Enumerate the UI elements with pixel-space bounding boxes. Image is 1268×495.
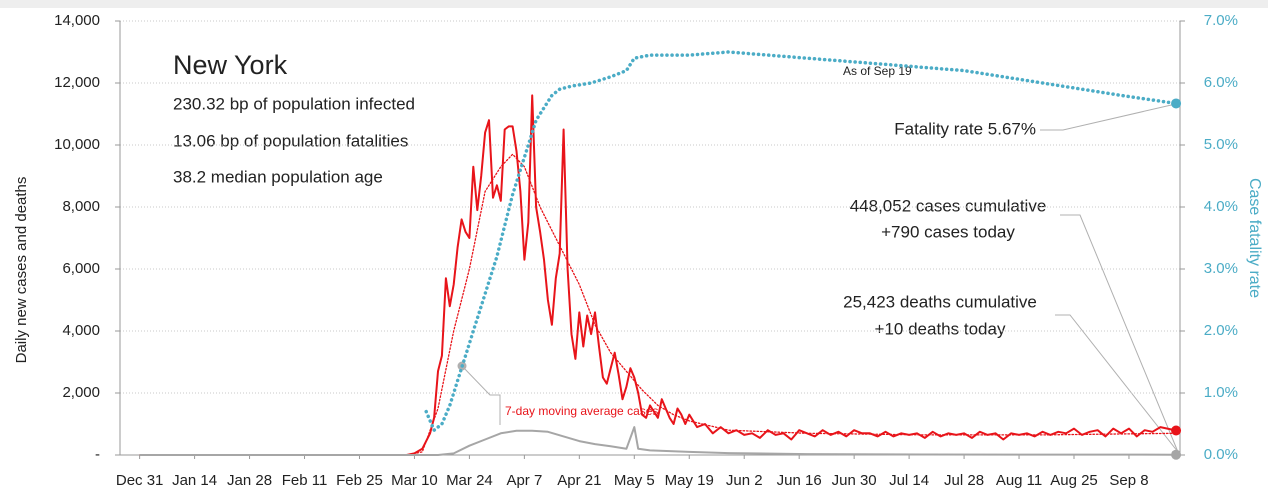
x-tick-label: Dec 31 xyxy=(116,472,164,489)
leader xyxy=(1055,314,1179,453)
state-title: New York xyxy=(173,50,288,80)
y-tick-label: 2,000 xyxy=(62,384,100,401)
note: +10 deaths today xyxy=(875,319,1006,338)
x-tick-label: Aug 25 xyxy=(1050,472,1098,489)
x-tick-label: Jun 30 xyxy=(832,472,877,489)
y-axis-label: Daily new cases and deaths xyxy=(13,177,30,364)
x-tick-label: Mar 10 xyxy=(391,472,438,489)
x-tick-label: Mar 24 xyxy=(446,472,493,489)
x-tick-label: Aug 11 xyxy=(996,472,1042,489)
y-tick-label: 6,000 xyxy=(62,260,100,277)
top-bar xyxy=(0,0,1268,8)
y2-axis-label: Case fatality rate xyxy=(1246,178,1263,298)
y-tick-label: 14,000 xyxy=(54,12,100,29)
note: 25,423 deaths cumulative xyxy=(843,292,1037,311)
x-tick-label: Apr 7 xyxy=(506,472,542,489)
note: 230.32 bp of population infected xyxy=(173,94,415,113)
note: 13.06 bp of population fatalities xyxy=(173,131,408,150)
series-line xyxy=(424,50,1178,432)
x-tick-label: May 5 xyxy=(614,472,655,489)
series-line xyxy=(405,153,1177,456)
x-tick-label: Jun 16 xyxy=(777,472,822,489)
x-tick-label: Jan 28 xyxy=(227,472,272,489)
leader xyxy=(1060,214,1179,453)
series-line xyxy=(139,426,1177,456)
note: 38.2 median population age xyxy=(173,167,383,186)
y2-tick-label: 1.0% xyxy=(1204,384,1238,401)
end-marker xyxy=(1171,425,1182,436)
x-tick-label: Jul 14 xyxy=(889,472,929,489)
x-tick-label: May 19 xyxy=(665,472,714,489)
x-tick-label: Jan 14 xyxy=(172,472,217,489)
x-tick-label: Apr 21 xyxy=(557,472,601,489)
y2-tick-label: 4.0% xyxy=(1204,198,1238,215)
note: 7-day moving average cases xyxy=(505,404,658,418)
y2-tick-label: 7.0% xyxy=(1204,12,1238,29)
y-tick-label: - xyxy=(95,446,100,463)
y2-tick-label: 0.0% xyxy=(1204,446,1238,463)
y2-tick-label: 5.0% xyxy=(1204,136,1238,153)
note: +790 cases today xyxy=(881,222,1015,241)
note: Fatality rate 5.67% xyxy=(894,119,1036,138)
leader xyxy=(1040,102,1181,131)
x-tick-label: Jun 2 xyxy=(726,472,763,489)
note: As of Sep 19 xyxy=(843,64,912,78)
x-tick-label: Sep 8 xyxy=(1109,472,1148,489)
leader xyxy=(461,365,501,425)
y2-tick-label: 2.0% xyxy=(1204,322,1238,339)
y-tick-label: 4,000 xyxy=(62,322,100,339)
y-tick-label: 8,000 xyxy=(62,198,100,215)
end-marker xyxy=(1171,449,1182,460)
leaders xyxy=(457,102,1181,453)
x-tick-label: Feb 11 xyxy=(282,472,328,489)
y2-tick-label: 6.0% xyxy=(1204,74,1238,91)
note: 448,052 cases cumulative xyxy=(850,196,1047,215)
y-tick-label: 10,000 xyxy=(54,136,100,153)
x-tick-label: Feb 25 xyxy=(336,472,383,489)
end-marker xyxy=(1171,98,1182,109)
y2-tick-label: 3.0% xyxy=(1204,260,1238,277)
x-tick-label: Jul 28 xyxy=(944,472,984,489)
y-tick-label: 12,000 xyxy=(54,74,100,91)
